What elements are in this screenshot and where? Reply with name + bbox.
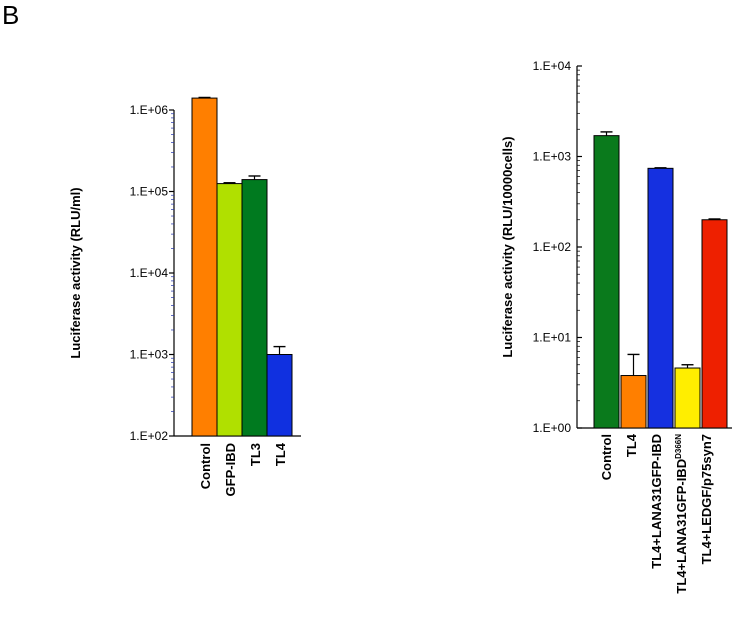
bar-2 bbox=[620, 375, 647, 429]
category-label: TL4+LANA31GFP-IBD bbox=[649, 434, 664, 569]
y-tick-label: 1.E+06 bbox=[130, 103, 169, 117]
bar-4 bbox=[266, 354, 293, 437]
y-tick-label: 1.E+03 bbox=[130, 348, 169, 362]
chart-1: 1.E+02 1.E+03 1.E+04 1.E+05 1.E+06 Luciferase… bbox=[68, 96, 301, 496]
category-label: TL4 bbox=[273, 442, 288, 466]
category-label: TL4+LEDGF/p75syn7 bbox=[699, 434, 714, 564]
y-tick-label: 1.E+05 bbox=[130, 185, 169, 199]
y-axis-title: Luciferase activity (RLU/10000cells) bbox=[500, 136, 515, 357]
category-label: TL3 bbox=[248, 443, 263, 466]
y-tick-label: 1.E+04 bbox=[130, 266, 169, 280]
y-tick-label: 1.E+00 bbox=[533, 421, 572, 435]
bar-3 bbox=[241, 179, 268, 437]
y-tick-label: 1.E+04 bbox=[533, 59, 572, 73]
y-tick-label: 1.E+01 bbox=[533, 331, 572, 345]
bar-5 bbox=[701, 219, 728, 429]
bar-1 bbox=[191, 97, 218, 437]
chart-2: 1.E+00 1.E+01 1.E+02 1.E+03 1.E+04 Luciferase… bbox=[500, 59, 732, 594]
category-label: TL4 bbox=[624, 433, 639, 457]
y-tick-label: 1.E+03 bbox=[533, 150, 572, 164]
category-label: GFP-IBD bbox=[223, 443, 238, 496]
bar-3 bbox=[647, 167, 674, 429]
category-label: TL4+LANA31GFP-IBDD366N bbox=[674, 434, 689, 594]
y-tick-label: 1.E+02 bbox=[130, 429, 169, 443]
bar-4 bbox=[674, 367, 701, 429]
bar-1 bbox=[593, 135, 620, 429]
panel-label: B bbox=[2, 0, 20, 30]
bar-2 bbox=[216, 183, 243, 437]
y-axis-title: Luciferase activity (RLU/ml) bbox=[68, 187, 83, 358]
y-tick-label: 1.E+02 bbox=[533, 240, 572, 254]
category-label: Control bbox=[198, 443, 213, 489]
category-label: Control bbox=[599, 434, 614, 480]
